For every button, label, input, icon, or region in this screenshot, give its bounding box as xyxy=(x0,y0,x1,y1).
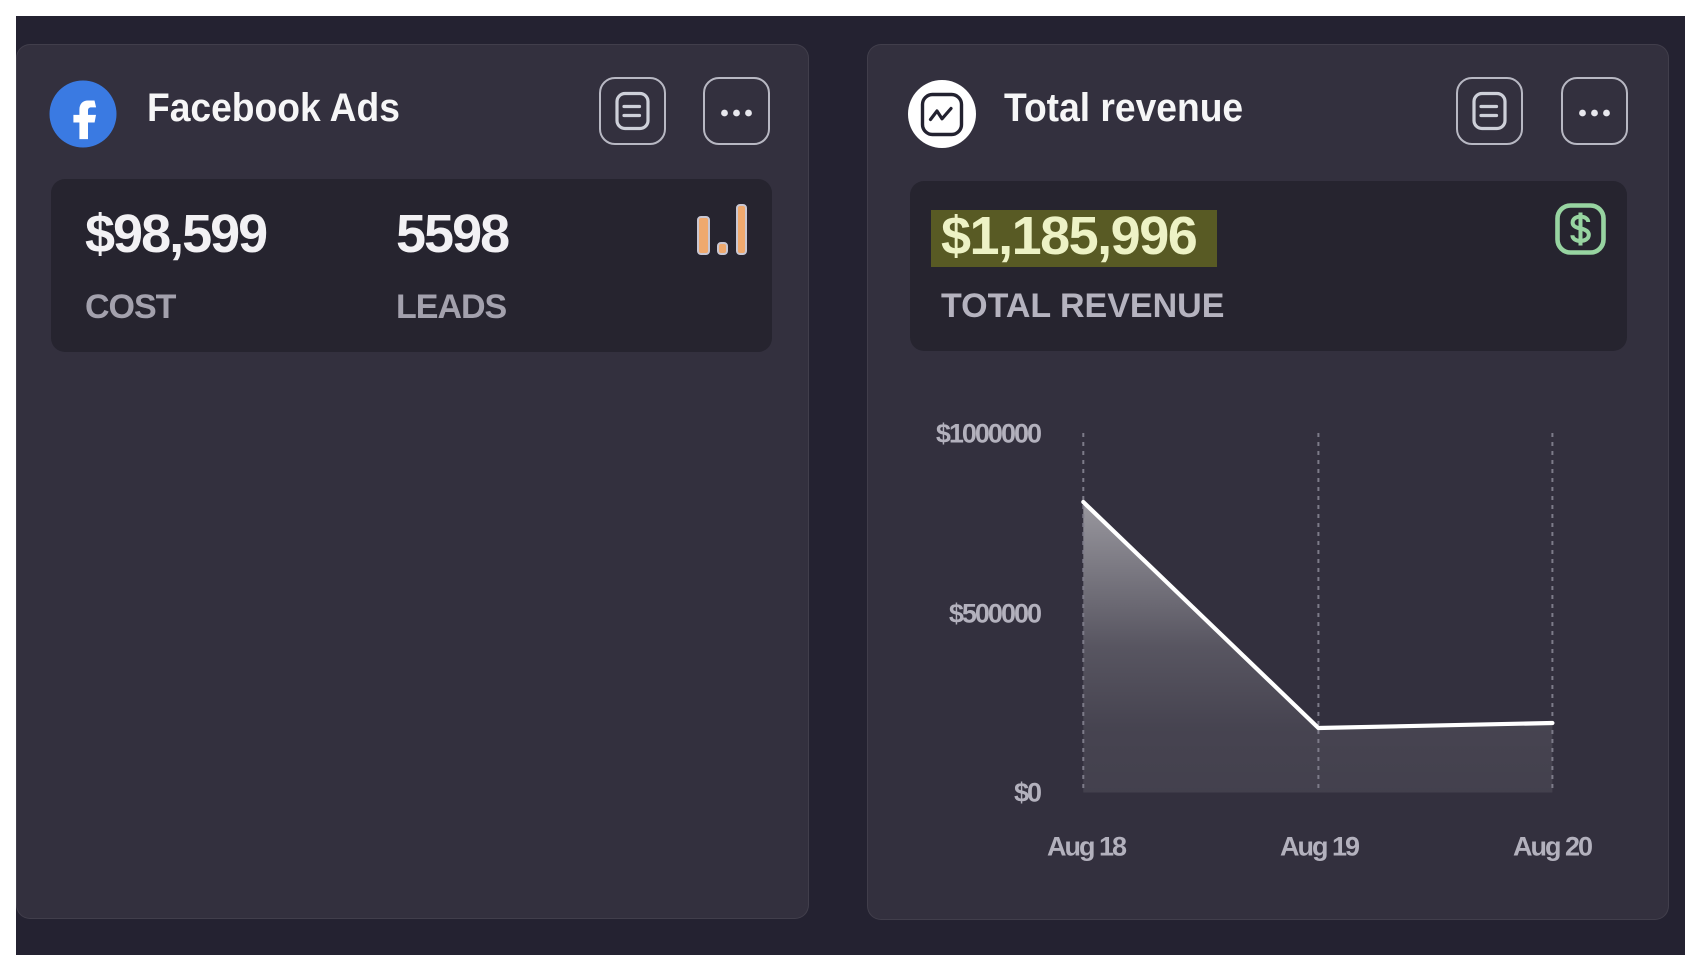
svg-text:Aug 18: Aug 18 xyxy=(1047,832,1127,862)
svg-text:$500000: $500000 xyxy=(949,599,1041,629)
svg-text:Aug 20: Aug 20 xyxy=(1513,832,1592,862)
svg-text:$0: $0 xyxy=(1014,778,1041,808)
svg-text:$1000000: $1000000 xyxy=(936,419,1041,449)
svg-text:Aug 19: Aug 19 xyxy=(1280,832,1360,862)
